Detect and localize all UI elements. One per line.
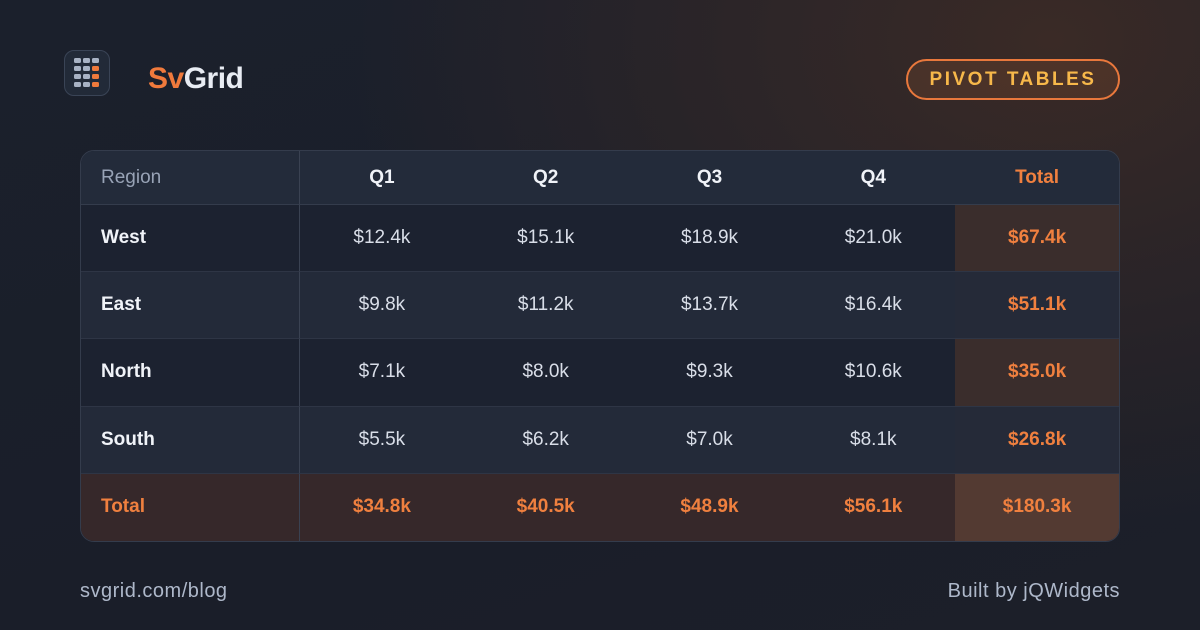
row-total: $67.4k [955, 205, 1119, 273]
footer-credit: Built by jQWidgets [947, 580, 1120, 602]
footer-url: svgrid.com/blog [80, 580, 228, 602]
value-cell: $7.1k [300, 339, 464, 407]
value-cell: $16.4k [791, 272, 956, 340]
column-header: Q2 [463, 151, 628, 205]
pivot-table: Region Q1 Q2 Q3 Q4 Total West $12.4k $15.1k $18.9… [80, 150, 1120, 542]
column-header: Region [81, 151, 300, 205]
logo-grid [74, 58, 99, 87]
row-header: East [81, 272, 300, 340]
column-header: Q4 [791, 151, 956, 205]
value-cell: $9.8k [300, 272, 464, 340]
value-cell: $15.1k [463, 205, 628, 273]
row-header: South [81, 406, 300, 474]
column-total: $34.8k [300, 473, 464, 541]
column-total: $40.5k [463, 473, 628, 541]
value-cell: $13.7k [627, 272, 792, 340]
logo-icon [64, 50, 110, 96]
value-cell: $8.1k [791, 406, 956, 474]
value-cell: $8.0k [463, 339, 628, 407]
column-total: $48.9k [627, 473, 792, 541]
row-header: North [81, 339, 300, 407]
row-header: West [81, 205, 300, 273]
column-header: Q1 [300, 151, 464, 205]
column-header: Total [955, 151, 1119, 205]
value-cell: $12.4k [300, 205, 464, 273]
value-cell: $10.6k [791, 339, 956, 407]
value-cell: $9.3k [627, 339, 792, 407]
row-total: $26.8k [955, 406, 1119, 474]
value-cell: $5.5k [300, 406, 464, 474]
brand-name: Grid [183, 62, 244, 95]
column-header: Q3 [627, 151, 792, 205]
value-cell: $11.2k [463, 272, 628, 340]
column-total: $180.3k [955, 473, 1119, 541]
value-cell: $18.9k [627, 205, 792, 273]
row-total: $35.0k [955, 339, 1119, 407]
brand: SvGrid [148, 62, 244, 96]
value-cell: $21.0k [791, 205, 956, 273]
value-cell: $7.0k [627, 406, 792, 474]
value-cell: $6.2k [463, 406, 628, 474]
row-total: $51.1k [955, 272, 1119, 340]
brand-accent: Sv [148, 62, 184, 95]
column-total: $56.1k [791, 473, 956, 541]
badge: PIVOT TABLES [906, 59, 1120, 100]
total-label: Total [81, 473, 300, 541]
